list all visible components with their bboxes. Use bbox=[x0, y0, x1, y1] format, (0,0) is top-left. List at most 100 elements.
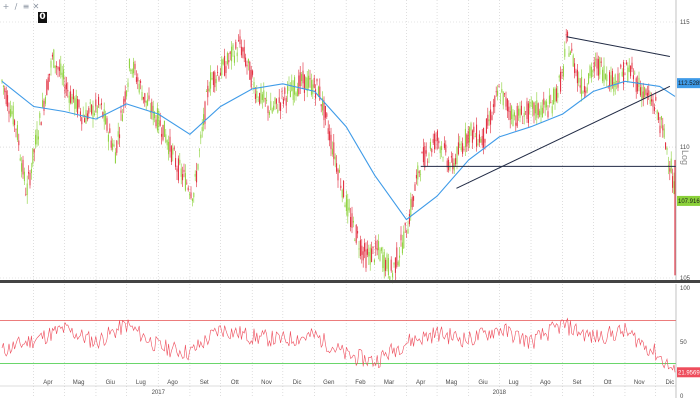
candle-body bbox=[235, 42, 237, 49]
candle-body bbox=[435, 139, 437, 141]
candle-body bbox=[597, 59, 599, 76]
candle-body bbox=[565, 34, 567, 36]
candle-body bbox=[29, 172, 31, 186]
candle-body bbox=[84, 118, 86, 123]
candle-body bbox=[404, 222, 406, 226]
candle-body bbox=[79, 111, 81, 117]
price-tick-label: 105 bbox=[680, 276, 691, 282]
candle-body bbox=[477, 143, 479, 145]
candle-body bbox=[505, 97, 507, 107]
candle-body bbox=[226, 52, 228, 64]
chart-badge[interactable]: 0 bbox=[38, 12, 47, 23]
candle-body bbox=[67, 89, 69, 92]
candle-body bbox=[526, 101, 528, 120]
candle-body bbox=[183, 169, 185, 172]
candle-body bbox=[376, 248, 378, 251]
candle-body bbox=[1, 79, 3, 82]
month-tick-label: Ott bbox=[231, 380, 239, 386]
oscillator-value-tag-label: 21.9569 bbox=[678, 370, 700, 376]
candle-body bbox=[380, 247, 382, 251]
candle-body bbox=[105, 114, 107, 125]
candle-body bbox=[344, 205, 346, 207]
candle-body bbox=[628, 65, 630, 72]
candle-body bbox=[455, 158, 457, 165]
candle-body bbox=[512, 114, 514, 127]
candle-body bbox=[151, 102, 153, 113]
candle-body bbox=[359, 240, 361, 256]
candle-body bbox=[513, 112, 515, 117]
candle-body bbox=[7, 95, 9, 107]
candle-body bbox=[247, 58, 249, 64]
candle-body bbox=[483, 127, 485, 148]
candle-body bbox=[42, 100, 44, 107]
candle-body bbox=[182, 174, 184, 181]
candle-body bbox=[117, 131, 119, 137]
candle-body bbox=[649, 99, 651, 105]
candle-body bbox=[365, 249, 367, 269]
candle-body bbox=[610, 75, 612, 90]
candle-body bbox=[233, 55, 235, 63]
candle-body bbox=[130, 69, 132, 72]
candle-body bbox=[317, 86, 319, 97]
candle-body bbox=[285, 98, 287, 106]
candle-body bbox=[637, 81, 639, 92]
month-tick-label: Gen bbox=[323, 380, 334, 386]
candle-body bbox=[282, 98, 284, 105]
candle-body bbox=[432, 139, 434, 143]
candle-body bbox=[438, 140, 440, 144]
candle-body bbox=[22, 159, 24, 175]
candle-body bbox=[126, 91, 128, 97]
candle-body bbox=[620, 64, 622, 68]
candle-body bbox=[23, 171, 25, 182]
candle-body bbox=[592, 70, 594, 72]
candle-body bbox=[133, 61, 135, 74]
candle-body bbox=[303, 74, 305, 93]
candle-body bbox=[89, 102, 91, 104]
candle-body bbox=[578, 77, 580, 83]
candle-body bbox=[278, 97, 280, 103]
candle-body bbox=[471, 130, 473, 143]
text-tool-icon[interactable]: ≡ bbox=[22, 2, 30, 11]
pane-separator bbox=[0, 280, 700, 283]
candle-body bbox=[586, 87, 588, 92]
candle-body bbox=[501, 89, 503, 92]
candle-body bbox=[613, 81, 615, 92]
candle-body bbox=[372, 246, 374, 249]
candle-body bbox=[551, 106, 553, 114]
candle-body bbox=[232, 44, 234, 51]
month-tick-label: Set bbox=[572, 380, 581, 386]
candle-body bbox=[128, 58, 130, 69]
pencil-icon[interactable]: ∕ bbox=[14, 2, 18, 11]
eraser-icon[interactable]: ✕ bbox=[32, 2, 40, 11]
crosshair-icon[interactable]: + bbox=[2, 2, 10, 11]
candle-body bbox=[249, 61, 251, 80]
candle-body bbox=[604, 74, 606, 79]
candle-body bbox=[51, 54, 53, 57]
candle-body bbox=[148, 95, 150, 100]
month-tick-label: Lug bbox=[509, 380, 519, 386]
candle-body bbox=[469, 127, 471, 143]
candle-body bbox=[36, 129, 38, 145]
candle-body bbox=[252, 70, 254, 75]
candle-body bbox=[119, 134, 121, 139]
candle-body bbox=[631, 62, 633, 70]
candle-body bbox=[533, 102, 535, 116]
candle-body bbox=[91, 104, 93, 114]
candle-body bbox=[179, 159, 181, 164]
candle-body bbox=[37, 136, 39, 140]
candle-body bbox=[603, 65, 605, 83]
candle-body bbox=[271, 109, 273, 113]
candle-body bbox=[21, 163, 23, 172]
candle-body bbox=[224, 55, 226, 76]
candle-body bbox=[523, 112, 525, 117]
candle-body bbox=[267, 106, 269, 114]
trendline bbox=[566, 36, 670, 57]
candle-body bbox=[656, 110, 658, 114]
candle-body bbox=[525, 111, 527, 113]
candle-body bbox=[590, 66, 592, 78]
candle-body bbox=[70, 91, 72, 103]
candle-body bbox=[553, 88, 555, 104]
candle-body bbox=[481, 135, 483, 146]
candle-body bbox=[673, 181, 675, 194]
